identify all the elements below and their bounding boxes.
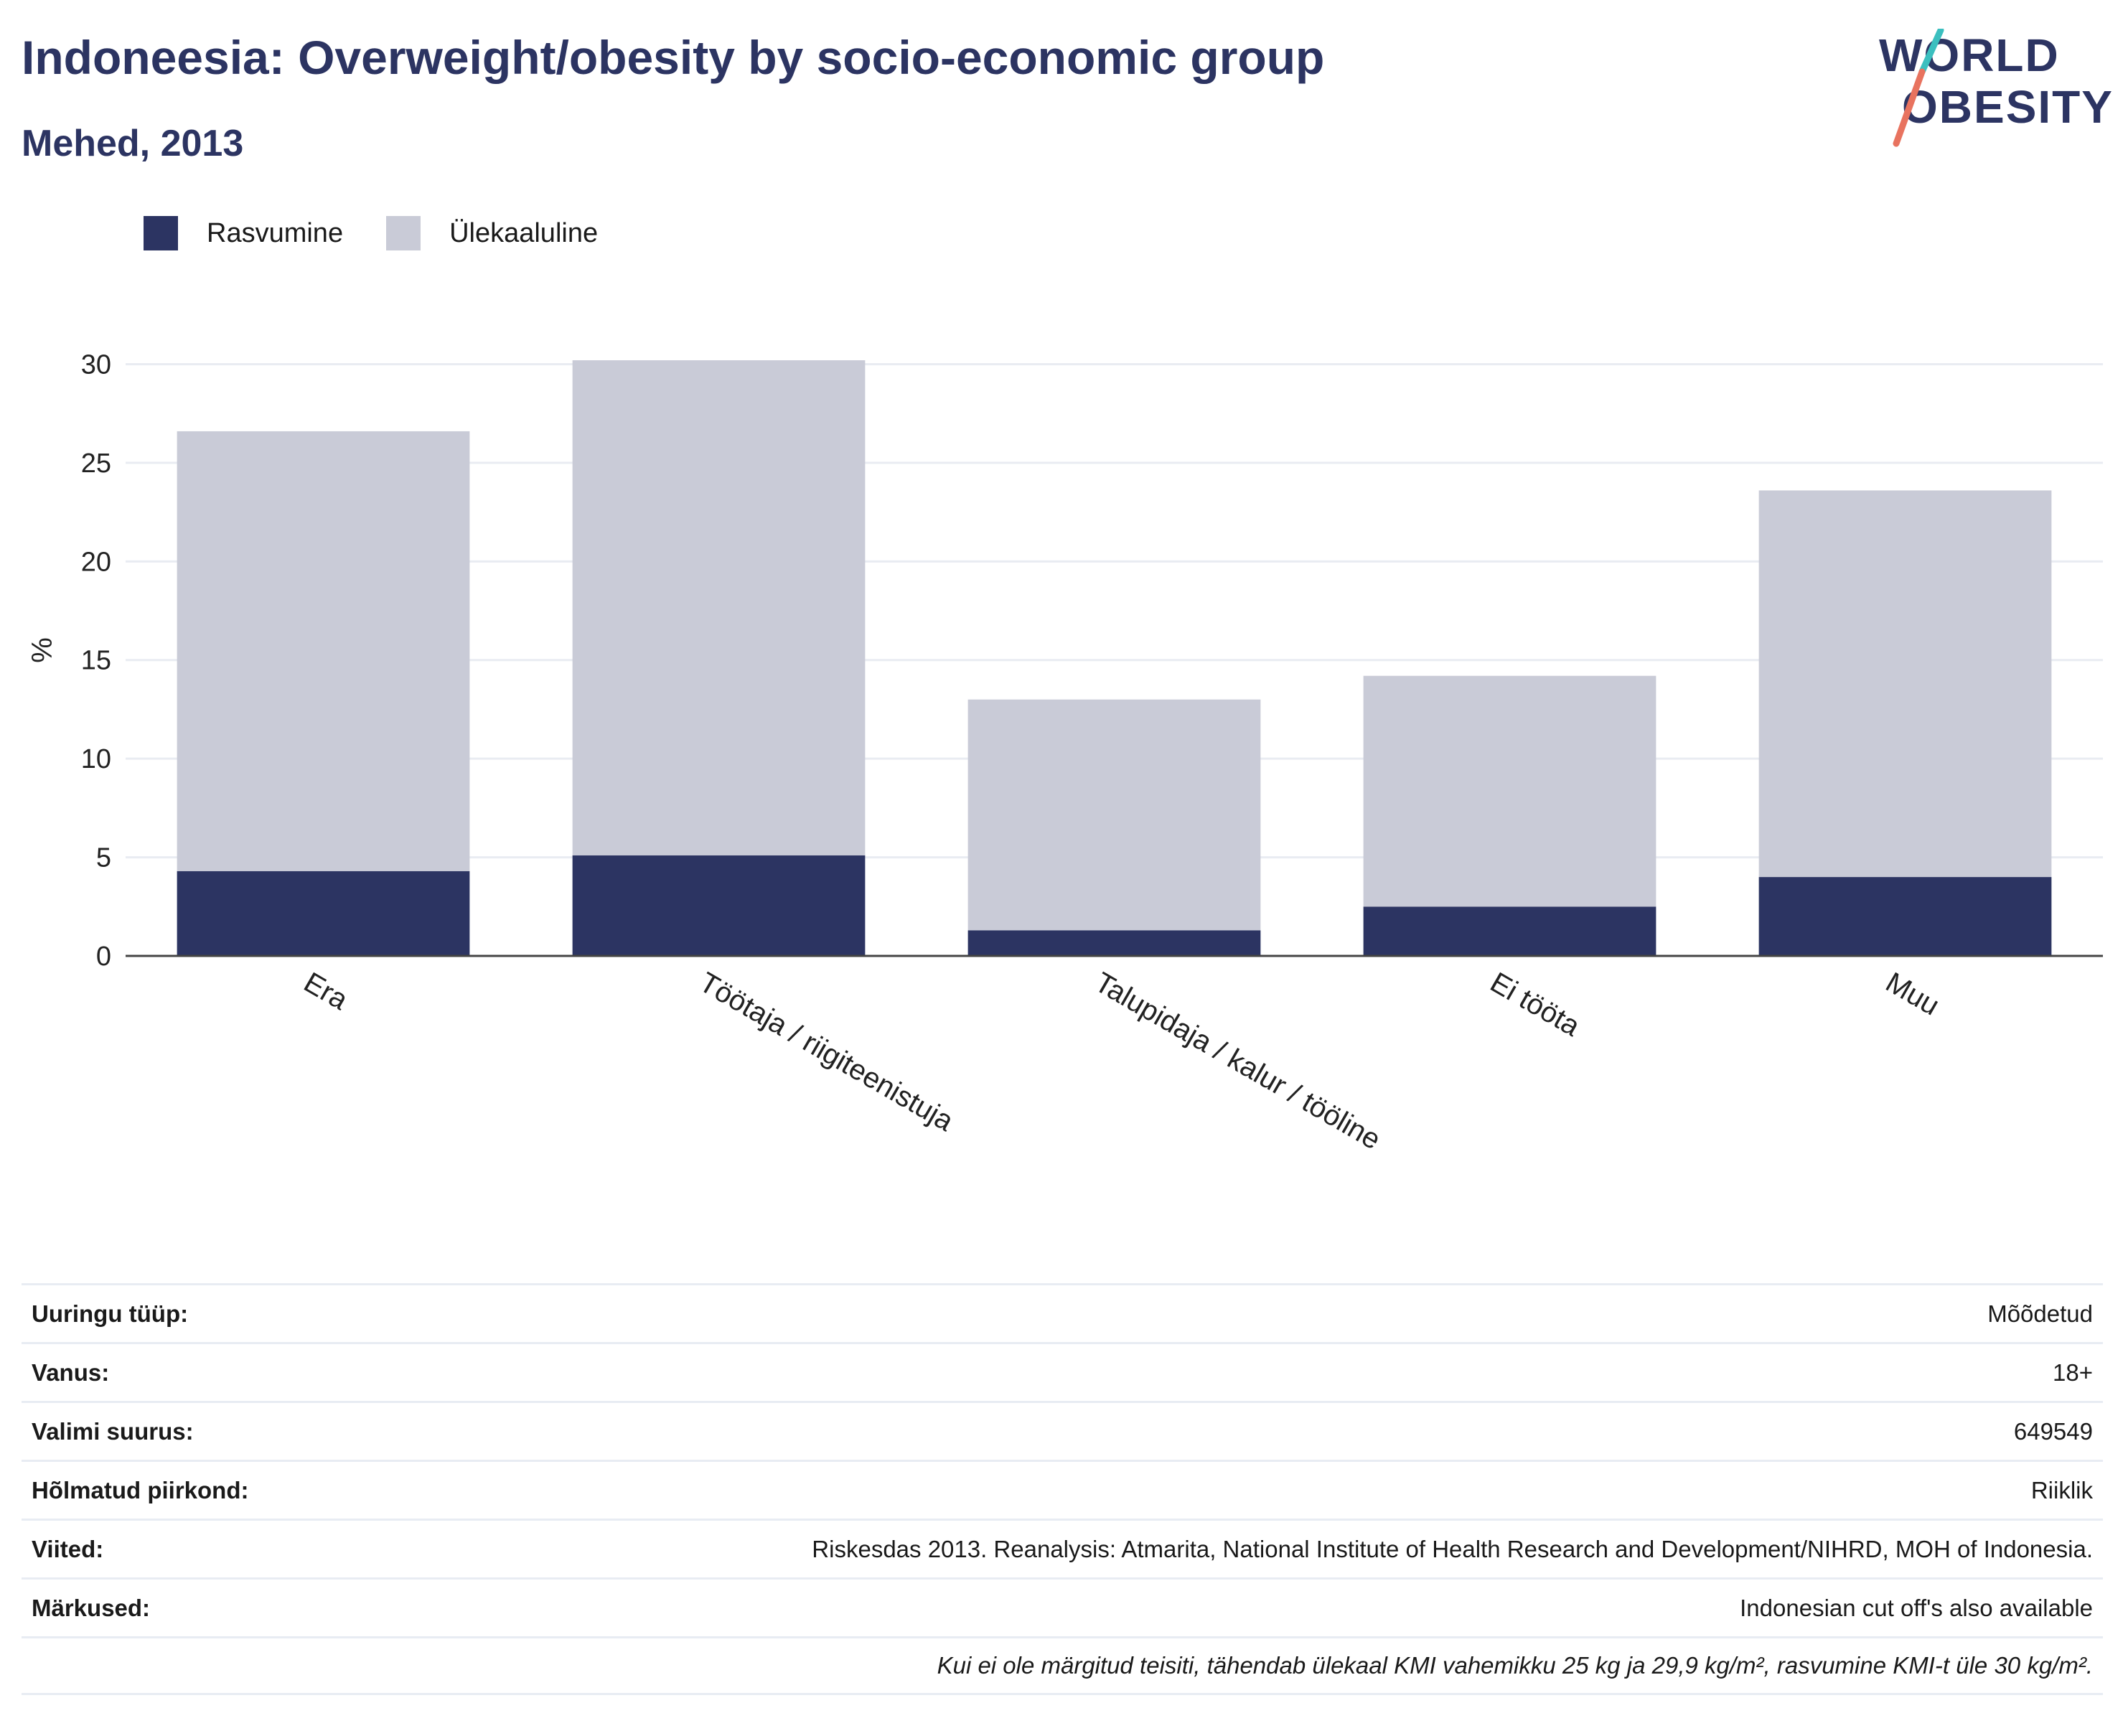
- info-key: Hõlmatud piirkond:: [32, 1476, 249, 1503]
- info-key: Viited:: [32, 1535, 104, 1562]
- bar-ulekaaluline: [1363, 675, 1656, 907]
- legend-swatch-ulekaaluline: [386, 216, 421, 250]
- legend-label: Rasvumine: [207, 217, 344, 248]
- info-row-notes: Märkused: Indonesian cut off's also avai…: [22, 1577, 2103, 1636]
- info-table: Uuringu tüüp: Mõõdetud Vanus: 18+ Valimi…: [22, 1283, 2103, 1695]
- info-row-references: Viited: Riskesdas 2013. Reanalysis: Atma…: [22, 1519, 2103, 1577]
- info-footnote: Kui ei ole märgitud teisiti, tähendab ül…: [22, 1636, 2103, 1695]
- info-key: Märkused:: [32, 1594, 151, 1621]
- y-tick-label: 0: [96, 942, 111, 972]
- info-value: Riskesdas 2013. Reanalysis: Atmarita, Na…: [812, 1535, 2093, 1562]
- x-tick-label: Töötaja / riigiteenistuja: [694, 967, 959, 1138]
- bar-ulekaaluline: [1758, 490, 2052, 878]
- info-row-region: Hõlmatud piirkond: Riiklik: [22, 1460, 2103, 1519]
- info-value: Indonesian cut off's also available: [1740, 1594, 2093, 1621]
- legend-item-rasvumine[interactable]: Rasvumine: [144, 216, 343, 250]
- info-value: Mõõdetud: [1987, 1300, 2093, 1327]
- info-row-survey-type: Uuringu tüüp: Mõõdetud: [22, 1283, 2103, 1342]
- y-axis-label: %: [27, 637, 58, 663]
- bar-rasvumine: [572, 855, 866, 956]
- y-tick-label: 5: [96, 843, 111, 873]
- logo-text-line2: OBESITY: [1902, 81, 2114, 133]
- bar-rasvumine: [1758, 877, 2052, 956]
- bar-chart: 0 5 10 15 20 25 30% Era Töötaja / riigiteenistuj…: [27, 349, 2103, 1156]
- chart-legend: Rasvumine Ülekaaluline: [144, 212, 641, 255]
- y-tick-label: 25: [81, 449, 111, 479]
- info-key: Vanus:: [32, 1359, 110, 1386]
- world-obesity-logo: WORLD OBESITY: [1866, 29, 2112, 158]
- legend-item-ulekaaluline[interactable]: Ülekaaluline: [386, 216, 598, 250]
- bar-rasvumine: [177, 871, 470, 956]
- footnote-text: Kui ei ole märgitud teisiti, tähendab ül…: [937, 1652, 2093, 1679]
- info-row-age: Vanus: 18+: [22, 1342, 2103, 1401]
- y-tick-label: 15: [81, 646, 111, 676]
- y-tick-label: 30: [81, 349, 111, 380]
- logo-slash-icon: [1893, 29, 1944, 147]
- x-tick-label: Ei tööta: [1485, 967, 1585, 1043]
- legend-label: Ülekaaluline: [449, 217, 599, 248]
- x-tick-label: Talupidaja / kalur / tööline: [1089, 967, 1386, 1156]
- info-value: 649549: [2013, 1417, 2093, 1445]
- legend-swatch-rasvumine: [144, 216, 178, 250]
- logo-text-line1: WORLD: [1879, 29, 2060, 81]
- x-tick-label: Era: [299, 967, 354, 1017]
- info-row-sample-size: Valimi suurus: 649549: [22, 1401, 2103, 1460]
- info-value: 18+: [2053, 1359, 2093, 1386]
- chart-subtitle: Mehed, 2013: [22, 123, 244, 164]
- info-value: Riiklik: [2030, 1476, 2093, 1503]
- x-tick-label: Muu: [1880, 967, 1944, 1022]
- info-key: Uuringu tüüp:: [32, 1300, 189, 1327]
- bar-rasvumine: [967, 930, 1261, 956]
- chart-title: Indoneesia: Overweight/obesity by socio-…: [22, 31, 1325, 84]
- bar-ulekaaluline: [177, 431, 470, 871]
- bar-ulekaaluline: [967, 699, 1261, 931]
- bar-ulekaaluline: [572, 360, 866, 855]
- y-tick-label: 10: [81, 744, 111, 774]
- info-key: Valimi suurus:: [32, 1417, 194, 1445]
- bar-rasvumine: [1363, 906, 1656, 956]
- y-tick-label: 20: [81, 547, 111, 577]
